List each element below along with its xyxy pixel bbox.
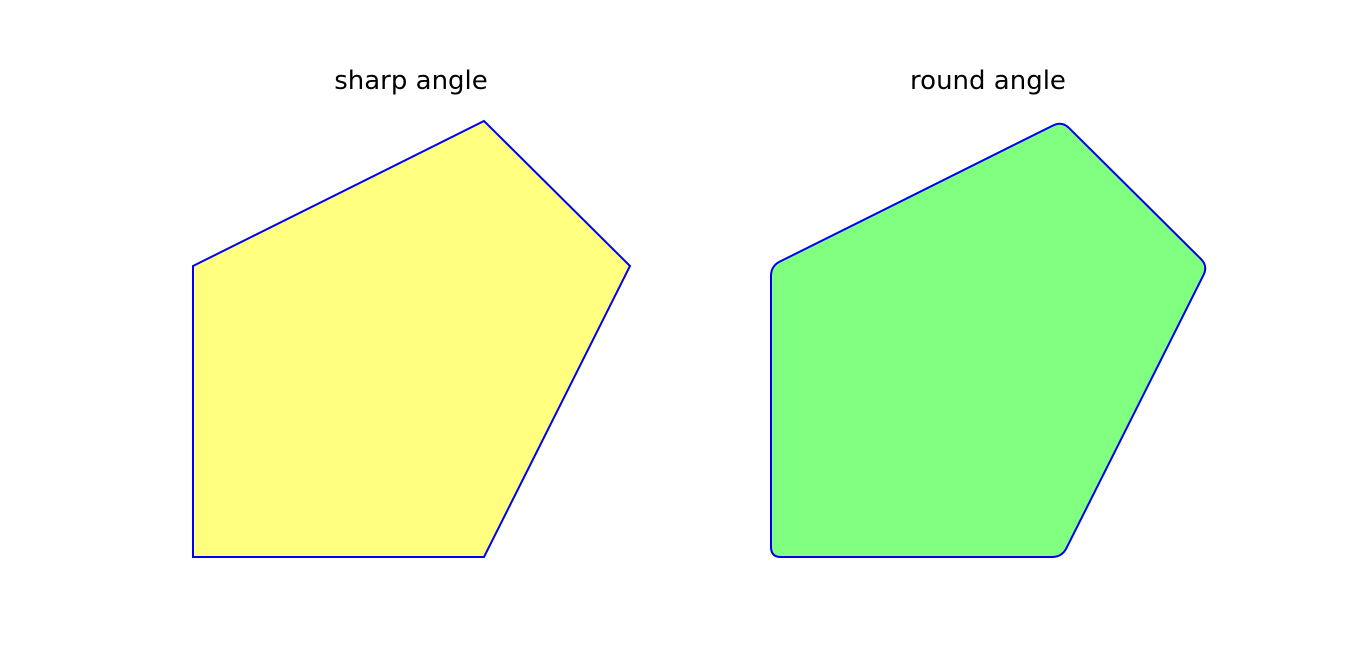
panel-title-sharp: sharp angle	[334, 66, 488, 96]
panel-sharp-angle: sharp angle	[192, 66, 632, 558]
round-angle-pentagon	[770, 122, 1207, 558]
panel-round-angle: round angle	[770, 66, 1207, 558]
sharp-angle-pentagon	[192, 119, 632, 558]
panel-title-round: round angle	[910, 66, 1066, 96]
